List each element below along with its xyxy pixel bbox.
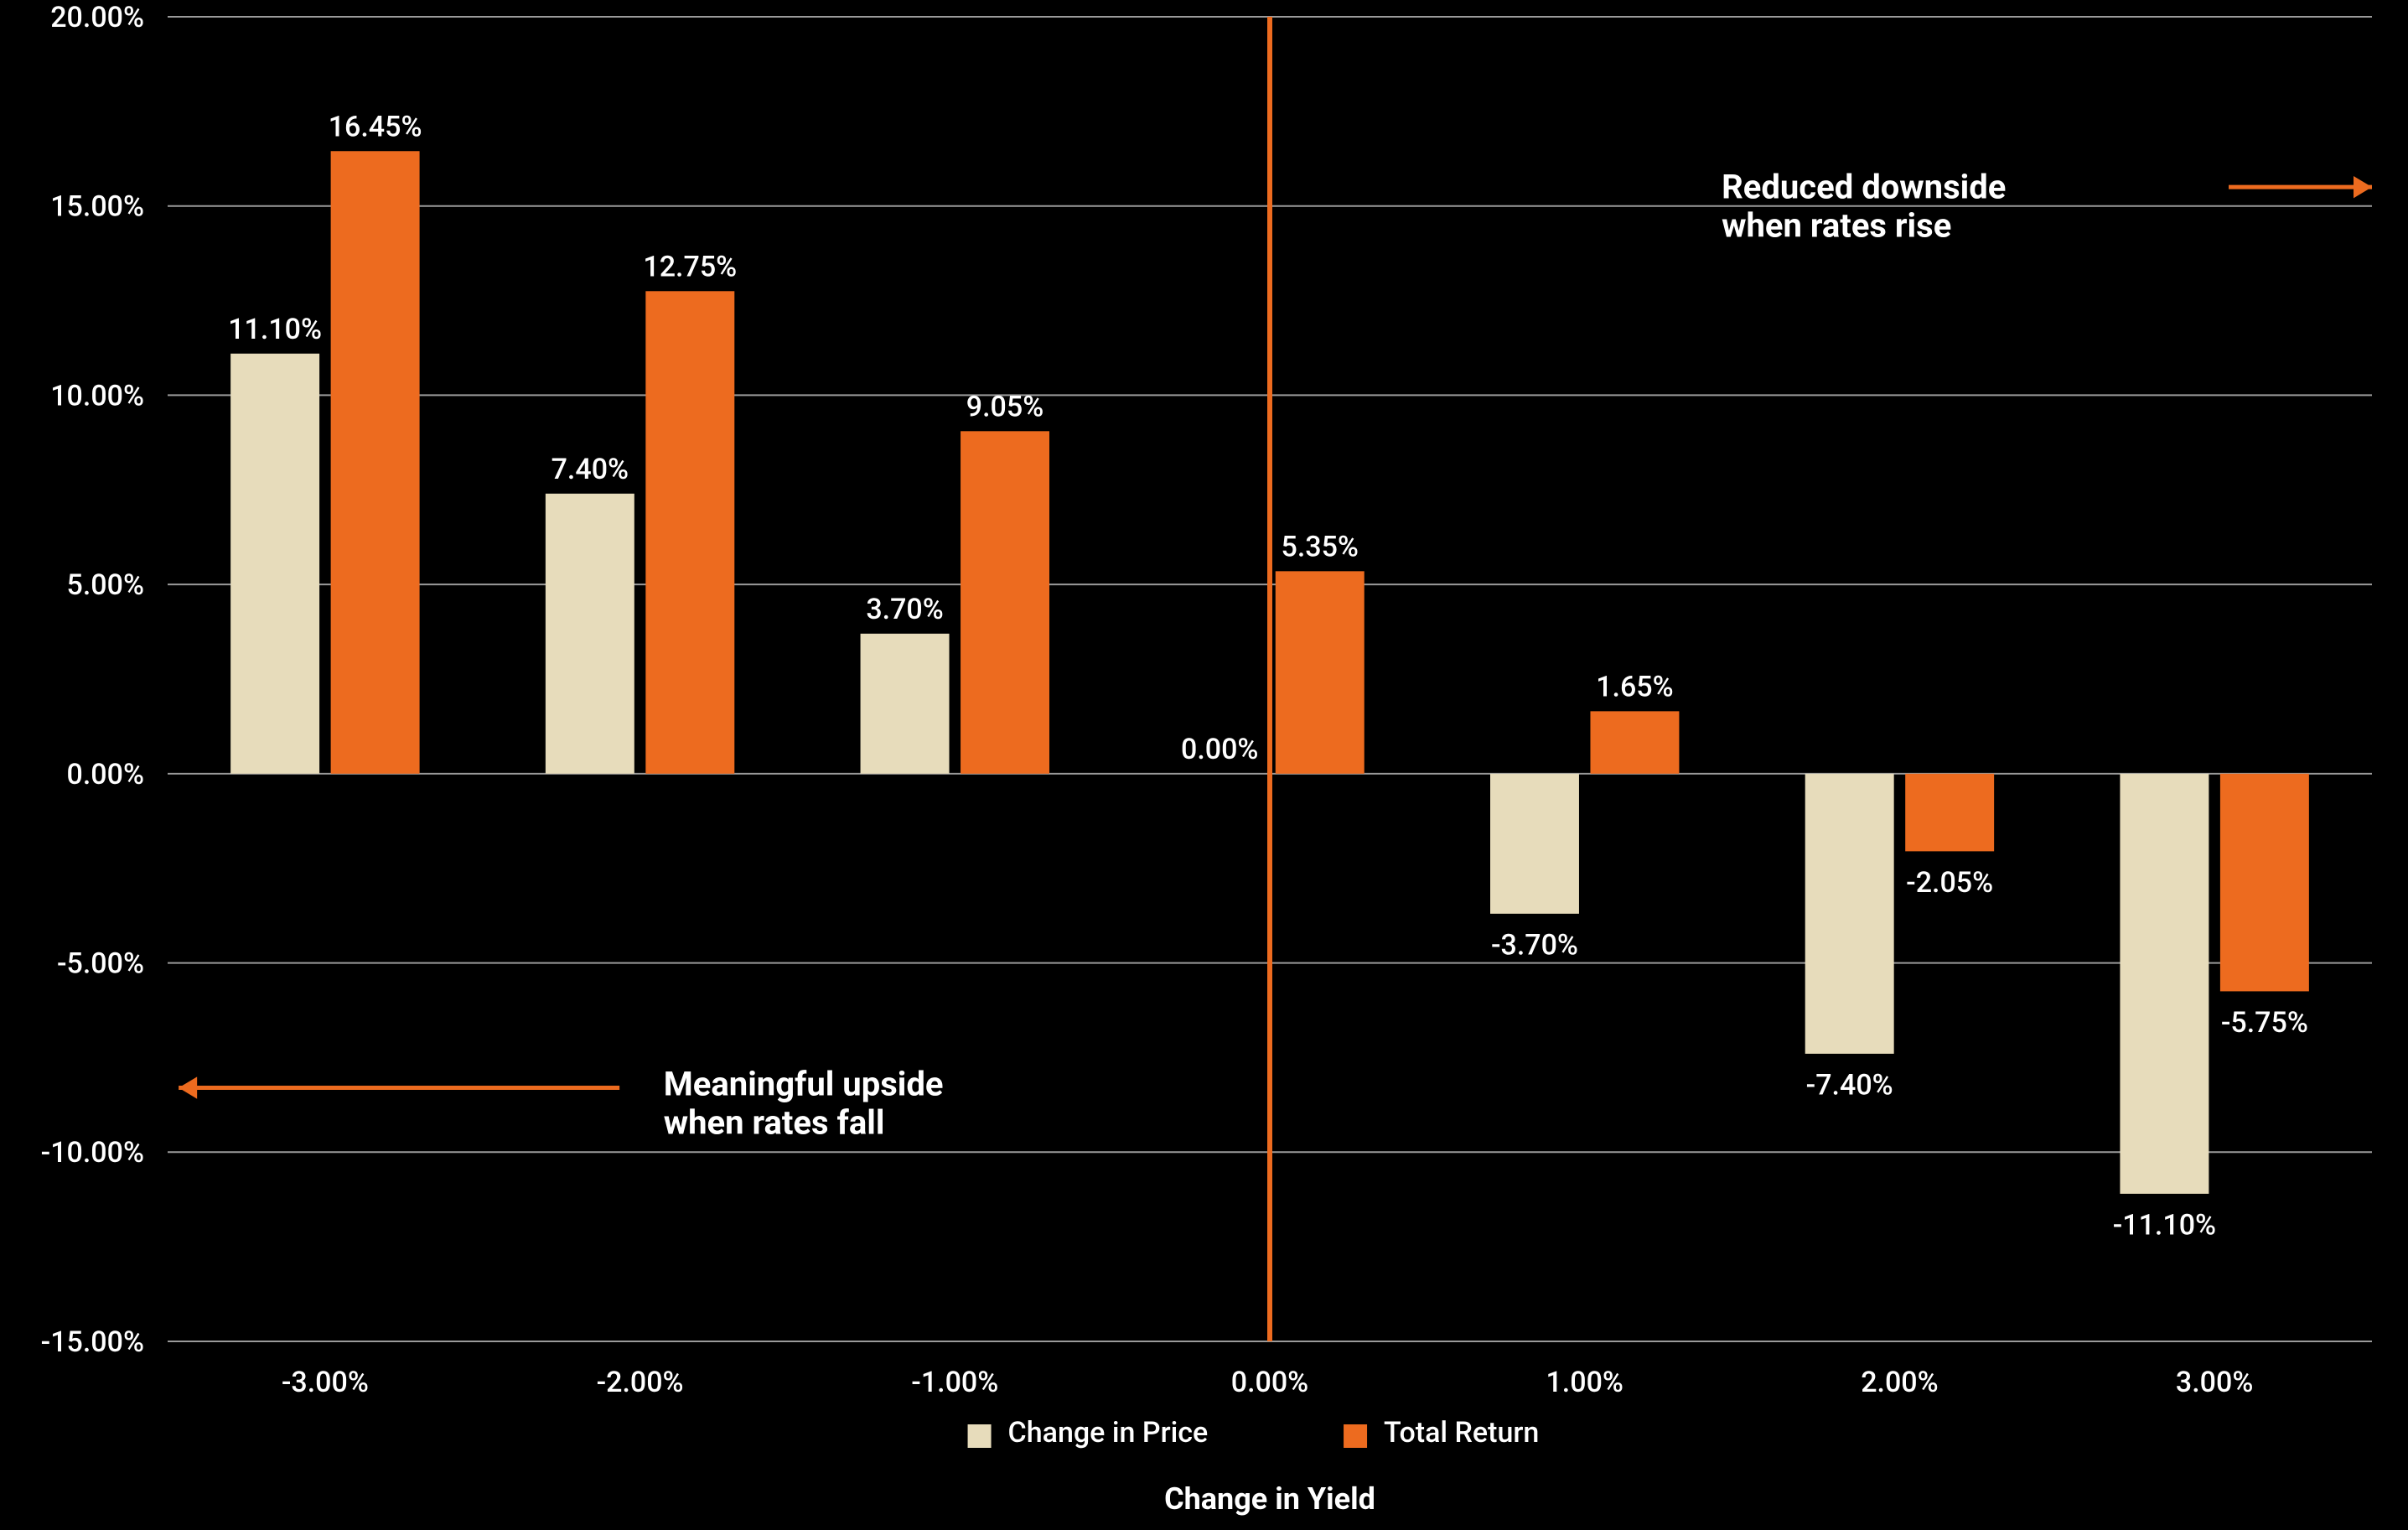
bar (645, 291, 734, 774)
x-tick-label: -3.00% (282, 1366, 369, 1399)
y-tick-label: -15.00% (41, 1325, 144, 1359)
annotation-text: when rates fall (664, 1103, 885, 1143)
legend-label: Total Return (1384, 1416, 1539, 1450)
x-tick-label: -2.00% (597, 1366, 684, 1399)
bar (1490, 774, 1579, 914)
bar (1276, 571, 1365, 774)
bar-value-label: 7.40% (552, 453, 629, 486)
bar-chart: -15.00% -10.00% -5.00% 0.00% 5.00% 10.00% 15.0… (0, 0, 2408, 1530)
legend-swatch (1344, 1424, 1367, 1448)
bar (1905, 774, 1994, 852)
bar-value-label: 9.05% (966, 390, 1043, 423)
y-tick-label: 20.00% (50, 1, 144, 34)
bar (546, 494, 634, 774)
bar (230, 354, 319, 774)
y-tick-label: 0.00% (67, 758, 144, 791)
bar (861, 634, 950, 774)
bar (1805, 774, 1894, 1054)
bar-value-label: 16.45% (329, 110, 422, 143)
bar-value-label: -3.70% (1491, 928, 1578, 962)
annotation-text: Reduced downside (1722, 168, 2006, 207)
bar-value-label: 1.65% (1596, 670, 1673, 703)
x-tick-label: 2.00% (1861, 1366, 1938, 1399)
bar-value-label: 0.00% (1181, 733, 1258, 766)
bar-value-label: 5.35% (1282, 530, 1359, 563)
bar-value-label: 3.70% (866, 593, 943, 626)
annotation-text: Meaningful upside (664, 1065, 944, 1104)
bar-value-label: -11.10% (2113, 1209, 2216, 1242)
bar-value-label: -7.40% (1806, 1069, 1893, 1102)
chart-container: -15.00% -10.00% -5.00% 0.00% 5.00% 10.00% 15.0… (0, 0, 2408, 1530)
x-tick-label: -1.00% (911, 1366, 998, 1399)
annotation-text: when rates rise (1722, 206, 1951, 246)
bar-value-label: 11.10% (228, 313, 322, 346)
bar (2120, 774, 2209, 1194)
bar-value-label: 12.75% (643, 250, 737, 283)
y-tick-label: 5.00% (67, 568, 144, 602)
y-tick-label: 15.00% (50, 190, 144, 224)
x-axis-label: Change in Yield (1164, 1481, 1375, 1517)
bar-value-label: -2.05% (1906, 866, 1993, 900)
y-tick-label: -10.00% (41, 1136, 144, 1170)
y-tick-label: 10.00% (50, 379, 144, 412)
x-tick-label: 1.00% (1546, 1366, 1623, 1399)
bar (2220, 774, 2309, 992)
y-tick-label: -5.00% (57, 947, 144, 980)
legend-swatch (968, 1424, 992, 1448)
bar (331, 151, 420, 774)
bar (961, 431, 1049, 774)
bar (1590, 711, 1679, 773)
bar-value-label: -5.75% (2221, 1006, 2308, 1040)
x-tick-label: 3.00% (2176, 1366, 2253, 1399)
x-tick-label: 0.00% (1231, 1366, 1308, 1399)
legend-label: Change in Price (1008, 1416, 1209, 1450)
